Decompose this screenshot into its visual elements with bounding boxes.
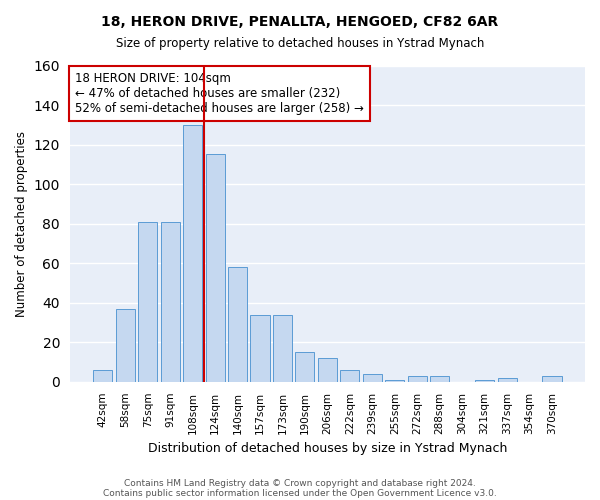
X-axis label: Distribution of detached houses by size in Ystrad Mynach: Distribution of detached houses by size …: [148, 442, 507, 455]
Bar: [295, 352, 314, 382]
Bar: [138, 222, 157, 382]
Bar: [93, 370, 112, 382]
Bar: [363, 374, 382, 382]
Text: Contains public sector information licensed under the Open Government Licence v3: Contains public sector information licen…: [103, 488, 497, 498]
Bar: [161, 222, 179, 382]
Bar: [228, 267, 247, 382]
Bar: [497, 378, 517, 382]
Bar: [116, 308, 135, 382]
Bar: [475, 380, 494, 382]
Bar: [430, 376, 449, 382]
Bar: [340, 370, 359, 382]
Text: Size of property relative to detached houses in Ystrad Mynach: Size of property relative to detached ho…: [116, 38, 484, 51]
Bar: [273, 314, 292, 382]
Y-axis label: Number of detached properties: Number of detached properties: [15, 130, 28, 316]
Bar: [183, 125, 202, 382]
Bar: [318, 358, 337, 382]
Bar: [542, 376, 562, 382]
Bar: [407, 376, 427, 382]
Bar: [206, 154, 224, 382]
Bar: [250, 314, 269, 382]
Text: 18 HERON DRIVE: 104sqm
← 47% of detached houses are smaller (232)
52% of semi-de: 18 HERON DRIVE: 104sqm ← 47% of detached…: [75, 72, 364, 115]
Bar: [385, 380, 404, 382]
Text: Contains HM Land Registry data © Crown copyright and database right 2024.: Contains HM Land Registry data © Crown c…: [124, 478, 476, 488]
Text: 18, HERON DRIVE, PENALLTA, HENGOED, CF82 6AR: 18, HERON DRIVE, PENALLTA, HENGOED, CF82…: [101, 15, 499, 29]
